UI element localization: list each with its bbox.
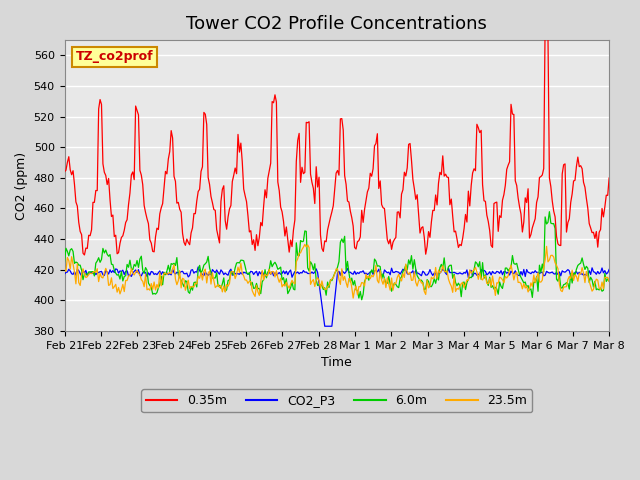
Text: TZ_co2prof: TZ_co2prof [76, 50, 153, 63]
Legend: 0.35m, CO2_P3, 6.0m, 23.5m: 0.35m, CO2_P3, 6.0m, 23.5m [141, 389, 532, 412]
Y-axis label: CO2 (ppm): CO2 (ppm) [15, 151, 28, 219]
X-axis label: Time: Time [321, 356, 352, 369]
Title: Tower CO2 Profile Concentrations: Tower CO2 Profile Concentrations [186, 15, 487, 33]
